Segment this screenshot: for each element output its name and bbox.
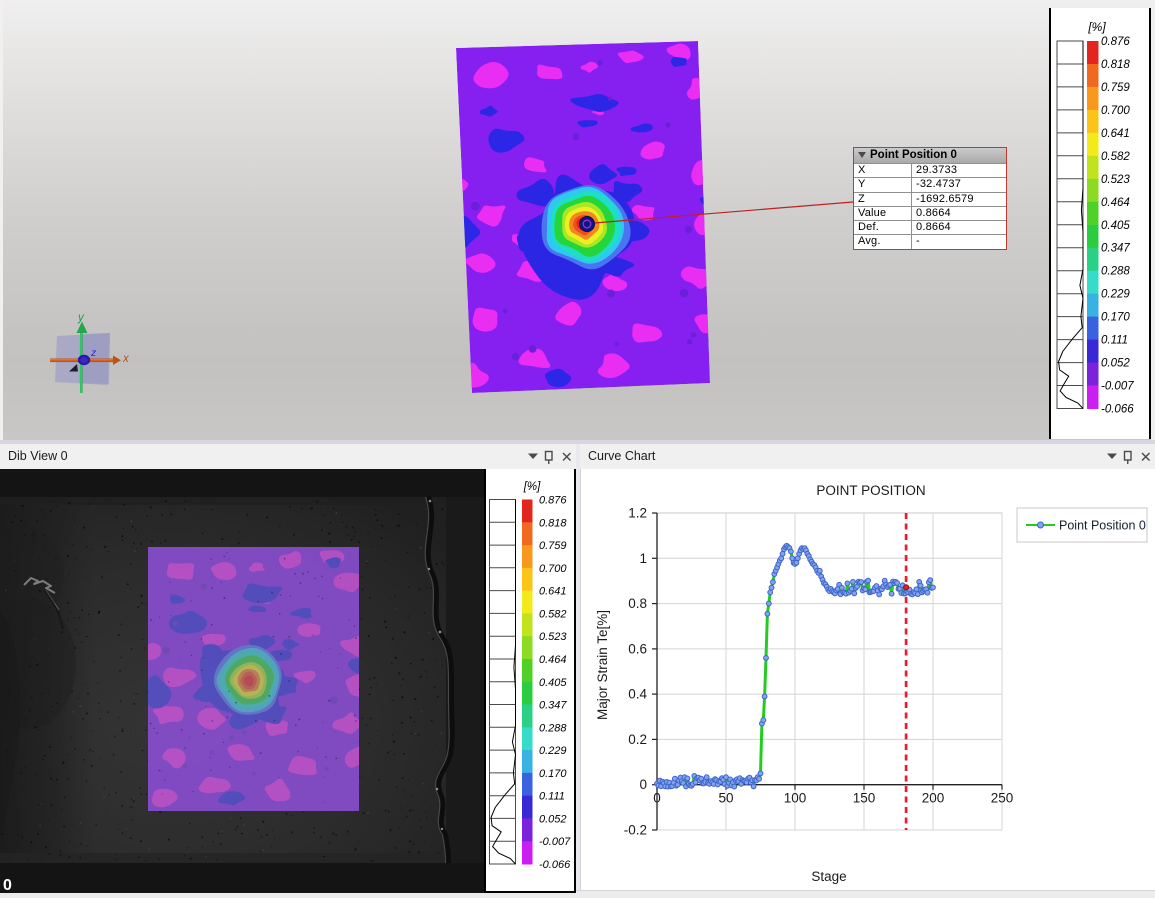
svg-text:0.818: 0.818 — [539, 517, 567, 529]
svg-text:0.111: 0.111 — [1101, 335, 1128, 347]
svg-text:0.523: 0.523 — [1101, 174, 1130, 186]
svg-text:0.641: 0.641 — [1101, 128, 1130, 140]
svg-text:50: 50 — [718, 791, 733, 806]
svg-text:z: z — [90, 347, 97, 359]
svg-text:0.170: 0.170 — [1101, 312, 1130, 324]
svg-text:0.464: 0.464 — [1101, 197, 1130, 209]
svg-text:0.759: 0.759 — [1101, 82, 1130, 94]
svg-text:0.876: 0.876 — [1101, 36, 1130, 48]
svg-text:200: 200 — [922, 791, 945, 806]
svg-text:0.8: 0.8 — [628, 596, 647, 611]
svg-text:x: x — [122, 353, 130, 365]
svg-text:Major Strain Te[%]: Major Strain Te[%] — [595, 610, 610, 720]
svg-text:-0.007: -0.007 — [1101, 381, 1134, 393]
svg-text:0.405: 0.405 — [539, 677, 567, 689]
svg-text:[%]: [%] — [1087, 20, 1106, 34]
svg-text:0.700: 0.700 — [539, 563, 567, 575]
svg-text:y: y — [77, 312, 85, 324]
svg-text:0.170: 0.170 — [539, 768, 567, 780]
svg-text:0.111: 0.111 — [539, 791, 565, 803]
svg-text:0.582: 0.582 — [1101, 151, 1130, 163]
svg-text:0: 0 — [3, 877, 12, 893]
svg-text:100: 100 — [784, 791, 807, 806]
svg-text:-0.066: -0.066 — [539, 859, 571, 871]
svg-text:0.641: 0.641 — [539, 586, 567, 598]
svg-text:0.6: 0.6 — [628, 641, 647, 656]
svg-text:0.229: 0.229 — [539, 745, 567, 757]
svg-text:Point Position 0: Point Position 0 — [1059, 519, 1146, 533]
svg-text:0.876: 0.876 — [539, 495, 567, 507]
svg-text:0.818: 0.818 — [1101, 59, 1130, 71]
svg-text:-0.007: -0.007 — [539, 836, 571, 848]
svg-text:0: 0 — [639, 777, 647, 792]
svg-text:0.288: 0.288 — [1101, 266, 1130, 278]
svg-text:0.052: 0.052 — [539, 813, 567, 825]
svg-text:250: 250 — [991, 791, 1014, 806]
svg-text:0.347: 0.347 — [1101, 243, 1130, 255]
svg-text:0.4: 0.4 — [628, 687, 647, 702]
svg-text:0.347: 0.347 — [539, 700, 567, 712]
svg-text:Stage: Stage — [811, 869, 846, 884]
svg-text:0.700: 0.700 — [1101, 105, 1130, 117]
svg-text:-0.066: -0.066 — [1101, 404, 1134, 416]
svg-text:0.2: 0.2 — [628, 732, 647, 747]
svg-text:[%]: [%] — [523, 481, 541, 493]
svg-text:0: 0 — [653, 791, 661, 806]
svg-text:150: 150 — [853, 791, 876, 806]
svg-text:0.229: 0.229 — [1101, 289, 1130, 301]
svg-text:0.523: 0.523 — [539, 631, 567, 643]
svg-text:0.288: 0.288 — [539, 722, 567, 734]
svg-text:POINT POSITION: POINT POSITION — [816, 483, 925, 498]
svg-text:0.464: 0.464 — [539, 654, 567, 666]
svg-text:0.759: 0.759 — [539, 540, 567, 552]
svg-text:0.582: 0.582 — [539, 608, 567, 620]
svg-text:-0.2: -0.2 — [624, 823, 647, 838]
svg-text:1.2: 1.2 — [628, 506, 647, 521]
svg-text:1: 1 — [639, 551, 647, 566]
svg-text:0.052: 0.052 — [1101, 358, 1130, 370]
svg-text:0.405: 0.405 — [1101, 220, 1130, 232]
